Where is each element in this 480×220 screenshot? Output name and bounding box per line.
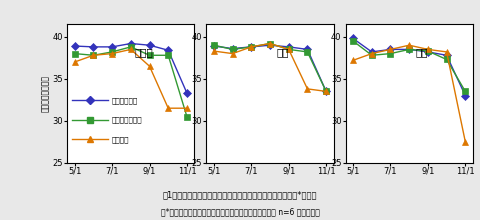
Text: 片側交互結実: 片側交互結実 — [112, 97, 138, 104]
Text: 主帹: 主帹 — [416, 47, 428, 57]
Text: 隔年交互遺休年: 隔年交互遺休年 — [112, 117, 143, 123]
Text: 亜主枝: 亜主枝 — [134, 47, 153, 57]
Text: 主枝: 主枝 — [276, 47, 289, 57]
Text: 慣行結実: 慣行結実 — [112, 136, 129, 143]
Text: 図1　水田転換園における亜主枝・主枝・主帹の体積含水率*の変化: 図1 水田転換園における亜主枝・主枝・主帹の体積含水率*の変化 — [163, 190, 317, 199]
Y-axis label: 体積含水率（％）: 体積含水率（％） — [41, 75, 49, 112]
Text: （*：片側交互結実、隔年交互遺休年、慣行結実ともに n=6 の平均値）: （*：片側交互結実、隔年交互遺休年、慣行結実ともに n=6 の平均値） — [161, 208, 319, 217]
